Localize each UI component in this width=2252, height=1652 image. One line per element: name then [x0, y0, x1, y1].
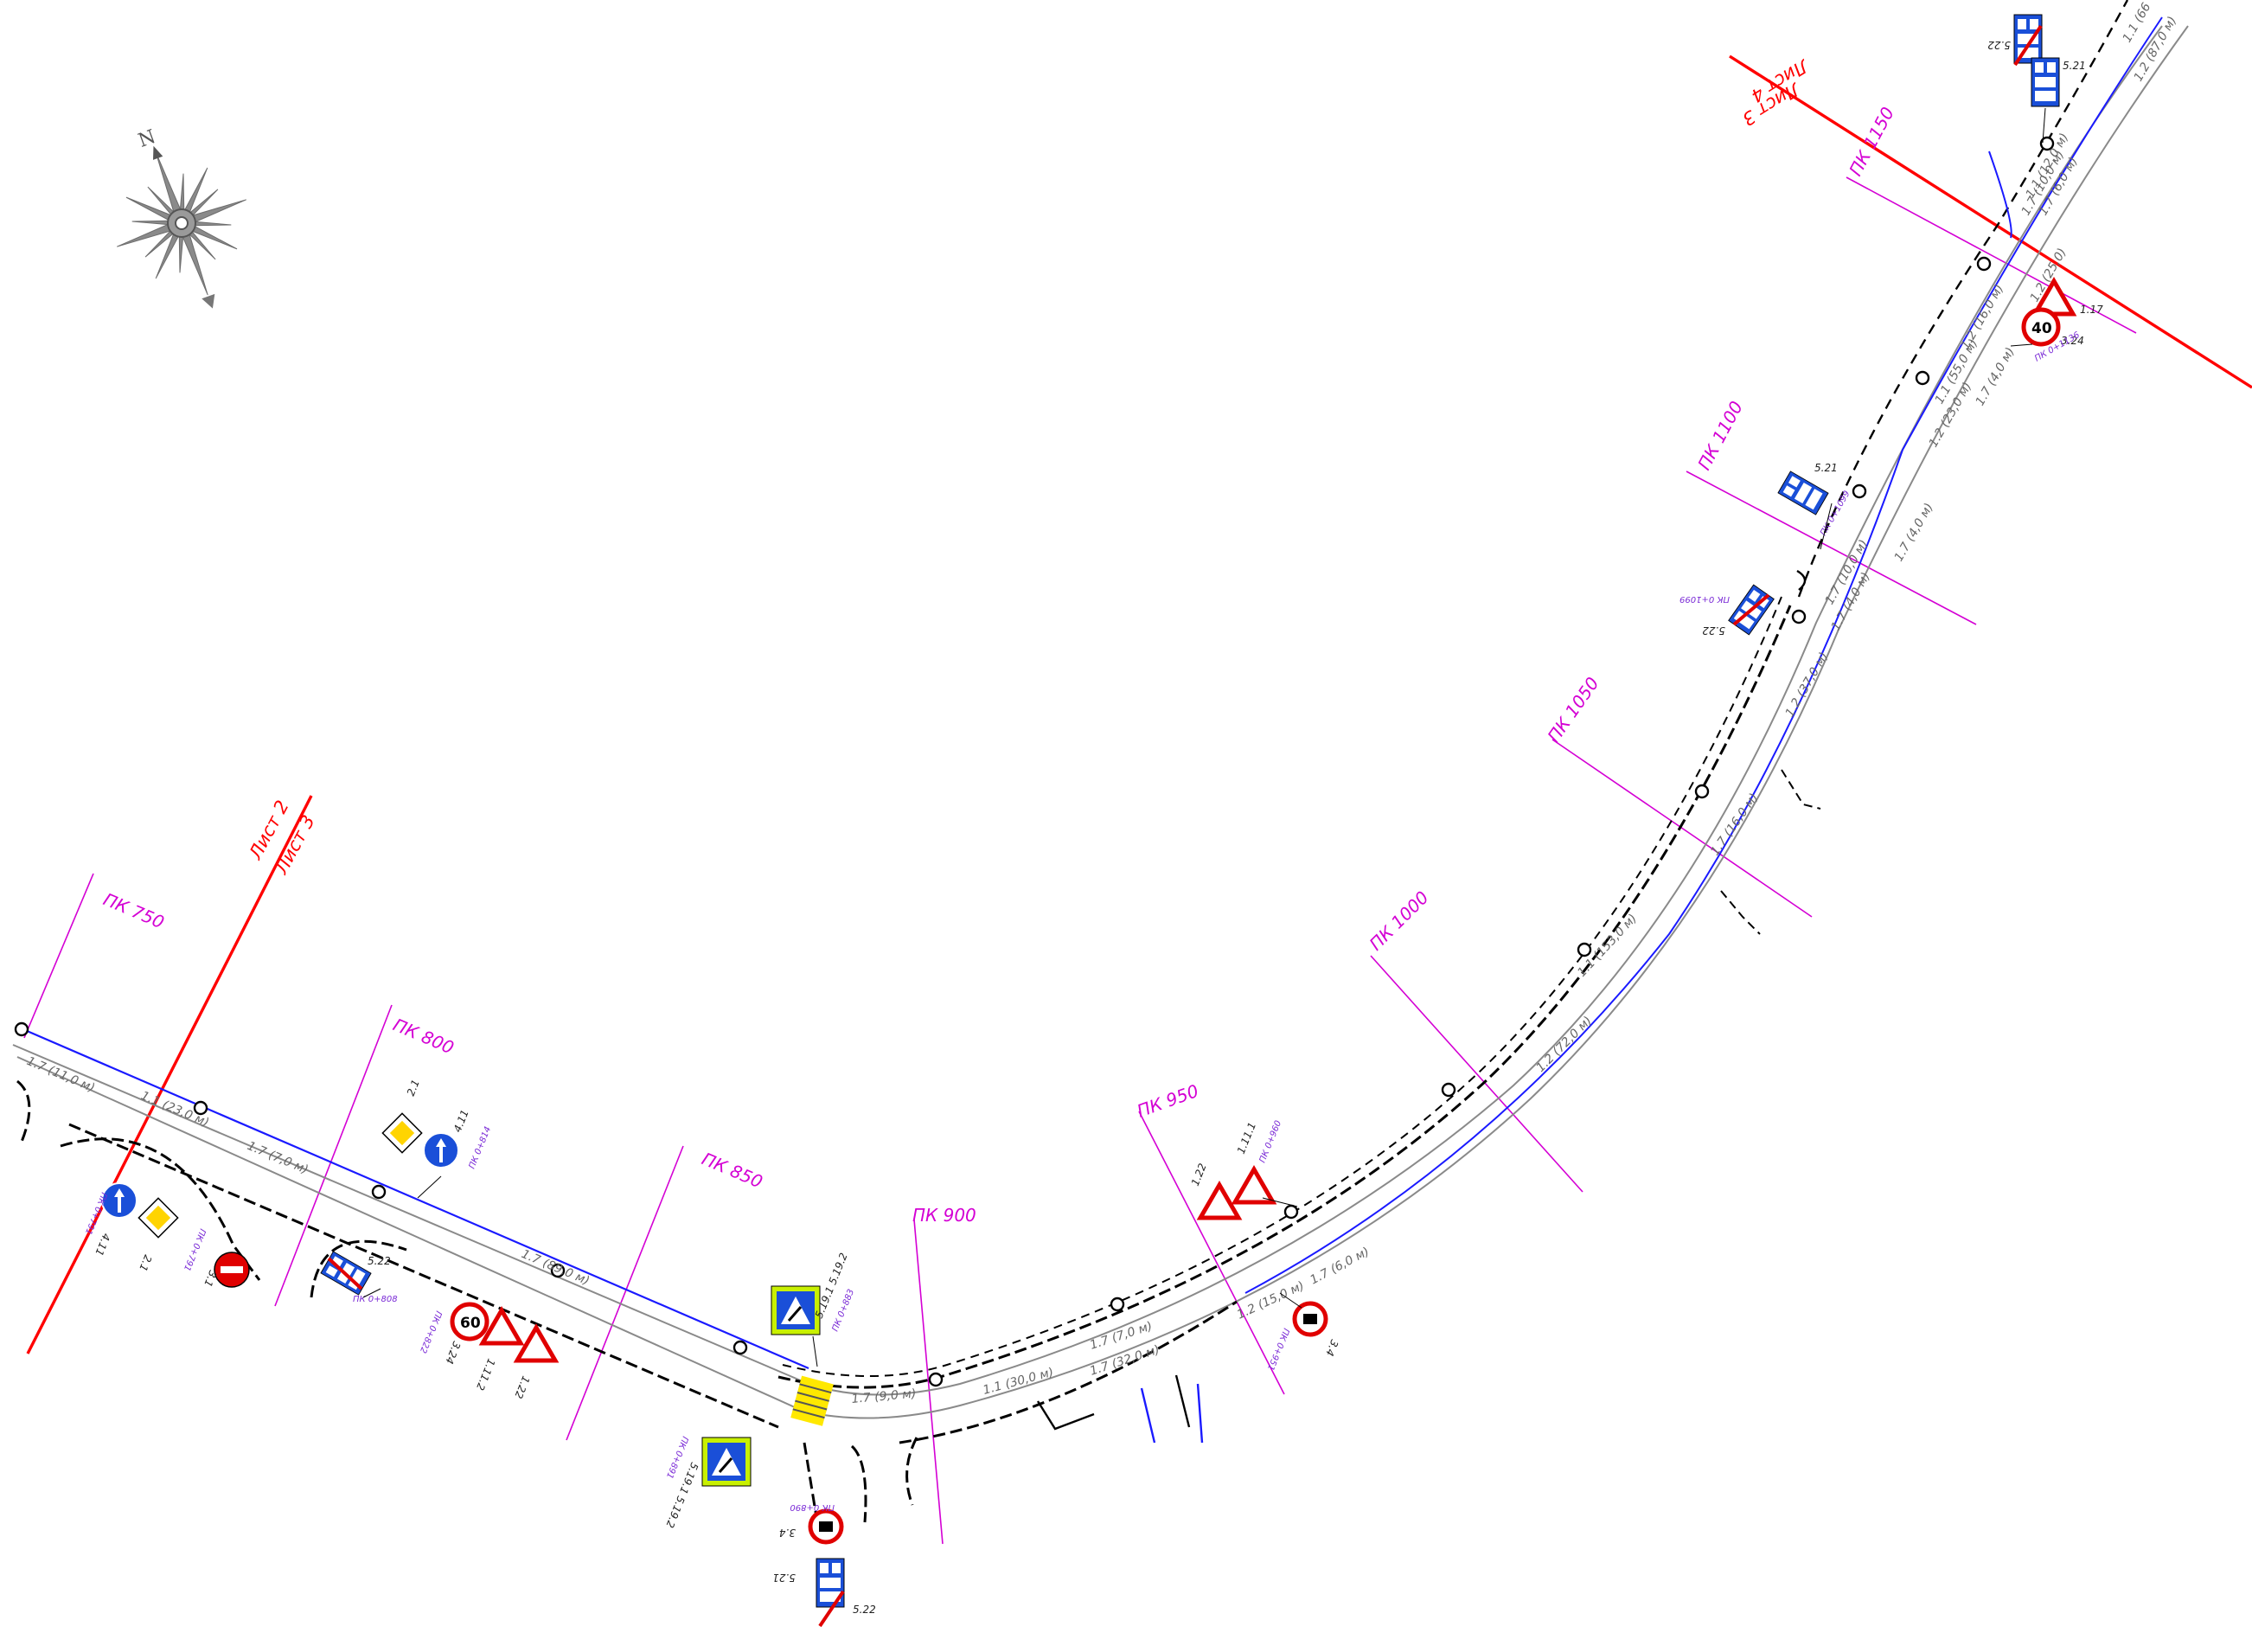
marking-label: 1.1 (30,0 м) [982, 1366, 1055, 1398]
sign-5-21-icon [1777, 471, 1829, 515]
sign-ref: ПК 0+1099 [1679, 594, 1730, 604]
sign-5-19-icon [770, 1284, 822, 1336]
picket-label: ПК 850 [699, 1149, 765, 1193]
sign-ref: ПК 0+890 [790, 1502, 835, 1512]
sign-code: 3.1 [202, 1269, 219, 1289]
sign-5-22-icon [2013, 14, 2043, 64]
sign-code: 1.22 [512, 1374, 532, 1400]
sign-ref: ПК 0+951 [1265, 1327, 1291, 1372]
marking-label: 1.7 (16,0 м) [1708, 791, 1761, 858]
speed-limit-value: 60 [460, 1315, 481, 1332]
picket-line-850 [566, 1145, 684, 1441]
picket-line-1100 [1686, 471, 1977, 625]
sign-code: 1.11.2 [474, 1357, 497, 1393]
sign-ref: ПК 0+791 [182, 1227, 208, 1272]
picket-line-800 [274, 1004, 393, 1307]
sign-code: 5.21 [1814, 462, 1838, 474]
sign-code: 5.22 [368, 1255, 391, 1267]
sign-code: 1.11.1 [1235, 1120, 1258, 1156]
sign-code: 5.22 [1987, 39, 2011, 51]
marking-label: 1.7 (11,0 м) [24, 1054, 96, 1095]
sign-code: 2.1 [405, 1078, 422, 1098]
sign-4-11-icon [101, 1182, 138, 1219]
sign-ref: ПК 0+791 [83, 1191, 109, 1236]
sign-code: 1.17 [2080, 304, 2103, 316]
sign-4-11-icon [423, 1132, 459, 1169]
picket-label: ПК 1050 [1543, 673, 1603, 746]
sign-ref: ПК 0+883 [831, 1288, 857, 1333]
picket-label: ПК 800 [390, 1015, 457, 1059]
sign-code: 3.4 [779, 1527, 796, 1539]
picket-line-1000 [1370, 955, 1583, 1193]
sign-code: 5.22 [853, 1604, 876, 1616]
picket-label: ПК 900 [912, 1205, 976, 1226]
speed-limit-value: 40 [2031, 320, 2052, 337]
picket-label: ПК 1150 [1845, 104, 1898, 180]
sheet-boundary-2-3 [26, 795, 313, 1354]
picket-line-1050 [1551, 739, 1813, 918]
sign-2-1-icon [381, 1112, 423, 1154]
sign-code: 5.21 [2063, 60, 2086, 72]
sign-code: 4.11 [93, 1232, 112, 1258]
sign-ref: ПК 0+960 [1258, 1119, 1284, 1164]
sign-code: 1.22 [1189, 1162, 1209, 1188]
compass-rose-icon [117, 145, 246, 309]
sign-3-4-icon [1295, 1303, 1326, 1335]
sign-5-21-icon [2031, 57, 2060, 107]
sign-ref: ПК 0+822 [418, 1309, 444, 1354]
road-carriageway [12, 0, 2189, 1523]
sign-ref: ПК 0+814 [468, 1125, 494, 1170]
sign-5-19-icon [701, 1436, 752, 1488]
marking-label: 1.7 (4,0 м) [1892, 501, 1936, 564]
sign-code: 3.4 [1323, 1338, 1340, 1358]
sign-1-11-1-icon [1235, 1169, 1273, 1202]
sign-code: 5.21 [772, 1572, 796, 1584]
picket-label: ПК 1100 [1693, 398, 1747, 474]
marking-label: 1.2 (16,0 м) [1959, 282, 2007, 352]
sign-code: 5.22 [1702, 624, 1725, 637]
sign-code: 4.11 [451, 1108, 471, 1134]
picket-label: ПК 1000 [1366, 887, 1433, 954]
sign-ref: ПК 0+808 [353, 1295, 398, 1304]
sheet-boundary-3-4 [1729, 54, 2252, 389]
sign-5-21-icon [816, 1558, 845, 1608]
lamp-post-markers [14, 136, 2055, 1387]
picket-line-950 [1138, 1111, 1285, 1395]
picket-line-1150 [1846, 176, 2137, 334]
sign-code: 2.1 [137, 1253, 154, 1273]
marking-label: 1.7 (7,0 м) [245, 1139, 310, 1177]
sign-code: 3.24 [443, 1340, 463, 1366]
picket-line-900 [913, 1219, 944, 1545]
marking-label: 1.7 (9,0 м) [851, 1387, 917, 1406]
picket-label: ПК 750 [100, 889, 167, 933]
marking-label: 1.7 (89,0 м) [519, 1247, 591, 1288]
picket-label: ПК 950 [1135, 1080, 1202, 1122]
sign-code: 3.24 [2061, 335, 2084, 347]
sign-3-4-icon [810, 1511, 841, 1542]
sign-3-1-icon [214, 1252, 250, 1288]
sign-1-22-icon [1200, 1185, 1238, 1218]
picket-line-750 [23, 873, 94, 1039]
sign-2-1-icon [138, 1197, 179, 1239]
pedestrian-crossing [790, 1375, 834, 1426]
